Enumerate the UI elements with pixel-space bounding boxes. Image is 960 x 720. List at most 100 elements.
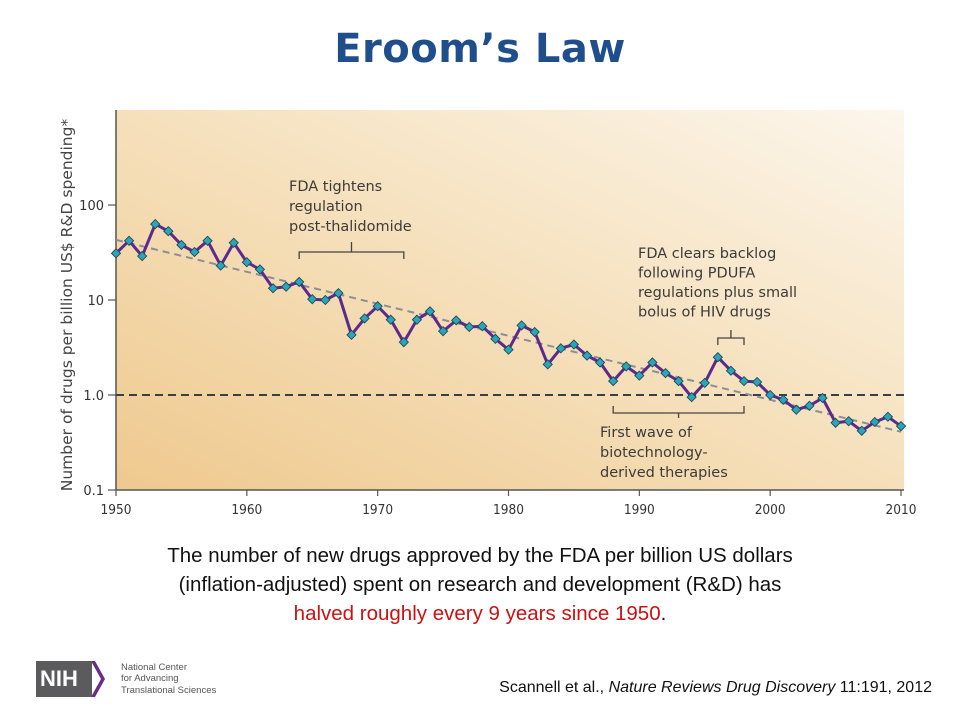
- axes: 1950 1960 1970 1980 1990 2000 2010 0.1 1.0 10 100: [79, 110, 916, 518]
- data-point: [804, 400, 815, 411]
- data-point: [542, 359, 553, 370]
- logo-line-2: for Advancing: [121, 673, 179, 685]
- x-tick-label: 1970: [362, 502, 393, 518]
- y-tick-label: 0.1: [83, 484, 104, 499]
- data-point: [202, 235, 213, 246]
- data-point: [699, 377, 710, 389]
- data-point: [673, 375, 684, 387]
- data-point: [307, 294, 318, 305]
- data-point: [830, 417, 841, 428]
- data-point: [241, 257, 252, 268]
- data-point: [647, 357, 658, 368]
- data-point: [385, 314, 396, 325]
- y-tick-label: 10: [87, 294, 104, 309]
- data-point: [581, 350, 593, 361]
- data-point: [477, 321, 488, 332]
- annotation-pdufa-line: regulations plus small: [638, 285, 797, 301]
- annotation-thalidomide-bracket: [298, 242, 405, 259]
- data-point: [529, 326, 540, 338]
- y-axis-label: Number of drugs per billion US$ R&D spen…: [58, 119, 76, 492]
- logo-line-1: National Center: [121, 661, 188, 673]
- data-point: [791, 404, 802, 415]
- annotation-biotech-bracket: [612, 406, 745, 418]
- data-point: [765, 389, 776, 401]
- plot-background: [116, 110, 904, 490]
- data-point: [738, 375, 750, 387]
- data-point: [189, 246, 200, 258]
- y-tick-label: 1.0: [83, 389, 104, 404]
- data-point: [451, 315, 462, 326]
- data-point: [464, 321, 475, 333]
- annotation-biotech-line: biotechnology-: [600, 445, 708, 461]
- data-point: [372, 301, 383, 312]
- caption-line-2: (inflation-adjusted) spent on research a…: [178, 573, 782, 596]
- annotation-pdufa-line: following PDUFA: [638, 266, 755, 282]
- data-point: [294, 276, 305, 288]
- data-point: [137, 250, 148, 262]
- annotations-group: FDA tightens regulation post-thalidomide FD…: [289, 179, 797, 481]
- data-point: [503, 344, 514, 355]
- data-point: [163, 226, 174, 237]
- data-point: [123, 235, 135, 246]
- data-point: [895, 420, 907, 432]
- data-point: [856, 425, 867, 436]
- data-point: [712, 352, 723, 363]
- data-point: [359, 313, 370, 324]
- data-point: [882, 411, 894, 422]
- data-point: [150, 218, 161, 230]
- data-point: [110, 248, 122, 259]
- annotation-thalidomide-line: FDA tightens: [289, 179, 382, 195]
- nih-mark: NIH: [36, 661, 92, 697]
- citation-journal: Nature Reviews Drug Discovery: [608, 679, 836, 696]
- citation-authors: Scannell et al.,: [499, 679, 609, 696]
- data-point: [621, 361, 632, 372]
- annotation-biotech-line: derived therapies: [600, 465, 728, 481]
- caption: The number of new drugs approved by the …: [60, 541, 900, 628]
- data-point: [398, 336, 409, 348]
- annotation-thalidomide-line: regulation: [289, 199, 363, 215]
- data-point: [280, 281, 292, 292]
- annotation-pdufa-bracket: [717, 330, 745, 345]
- data-point: [634, 370, 645, 381]
- data-point: [346, 329, 357, 340]
- logo-line-3: Translational Sciences: [121, 684, 217, 696]
- x-tick-label: 2000: [755, 502, 786, 518]
- data-point: [843, 416, 854, 427]
- x-tick-label: 2010: [886, 502, 917, 518]
- data-point: [608, 375, 619, 387]
- data-point: [568, 339, 580, 350]
- data-point: [411, 314, 423, 325]
- data-point: [817, 392, 828, 404]
- data-point: [725, 365, 737, 376]
- data-point: [254, 264, 266, 275]
- data-point: [424, 306, 436, 317]
- eroom-chart: 1950 1960 1970 1980 1990 2000 20100.11.010100 …: [58, 110, 916, 518]
- caption-line-1: The number of new drugs approved by the …: [167, 544, 793, 567]
- data-point: [516, 320, 527, 331]
- data-point: [176, 239, 187, 251]
- data-point: [660, 367, 671, 379]
- data-point: [594, 357, 606, 368]
- x-tick-label: 1950: [101, 502, 132, 518]
- data-point: [228, 237, 239, 248]
- annotation-biotech-line: First wave of: [600, 425, 693, 441]
- x-tick-label: 1980: [493, 502, 524, 518]
- data-point: [320, 294, 331, 306]
- caption-highlight: halved roughly every 9 years since 1950: [293, 602, 661, 625]
- data-point: [437, 325, 449, 337]
- caption-end: .: [660, 602, 667, 625]
- y-tick-label: 100: [79, 199, 104, 214]
- x-tick-label: 1960: [231, 502, 262, 518]
- data-point: [267, 283, 279, 294]
- data-point: [215, 260, 226, 271]
- series-group: [110, 218, 907, 436]
- annotation-pdufa-line: FDA clears backlog: [638, 246, 776, 262]
- data-point: [555, 343, 566, 354]
- data-point: [490, 333, 501, 345]
- citation: Scannell et al., Nature Reviews Drug Dis…: [499, 679, 932, 697]
- data-point: [869, 416, 880, 428]
- annotation-pdufa-line: bolus of HIV drugs: [638, 305, 771, 321]
- data-point: [333, 288, 344, 299]
- slide-title: Eroom’s Law: [334, 26, 626, 72]
- nih-ncats-logo: NIH National Center for Advancing Transl…: [36, 661, 216, 697]
